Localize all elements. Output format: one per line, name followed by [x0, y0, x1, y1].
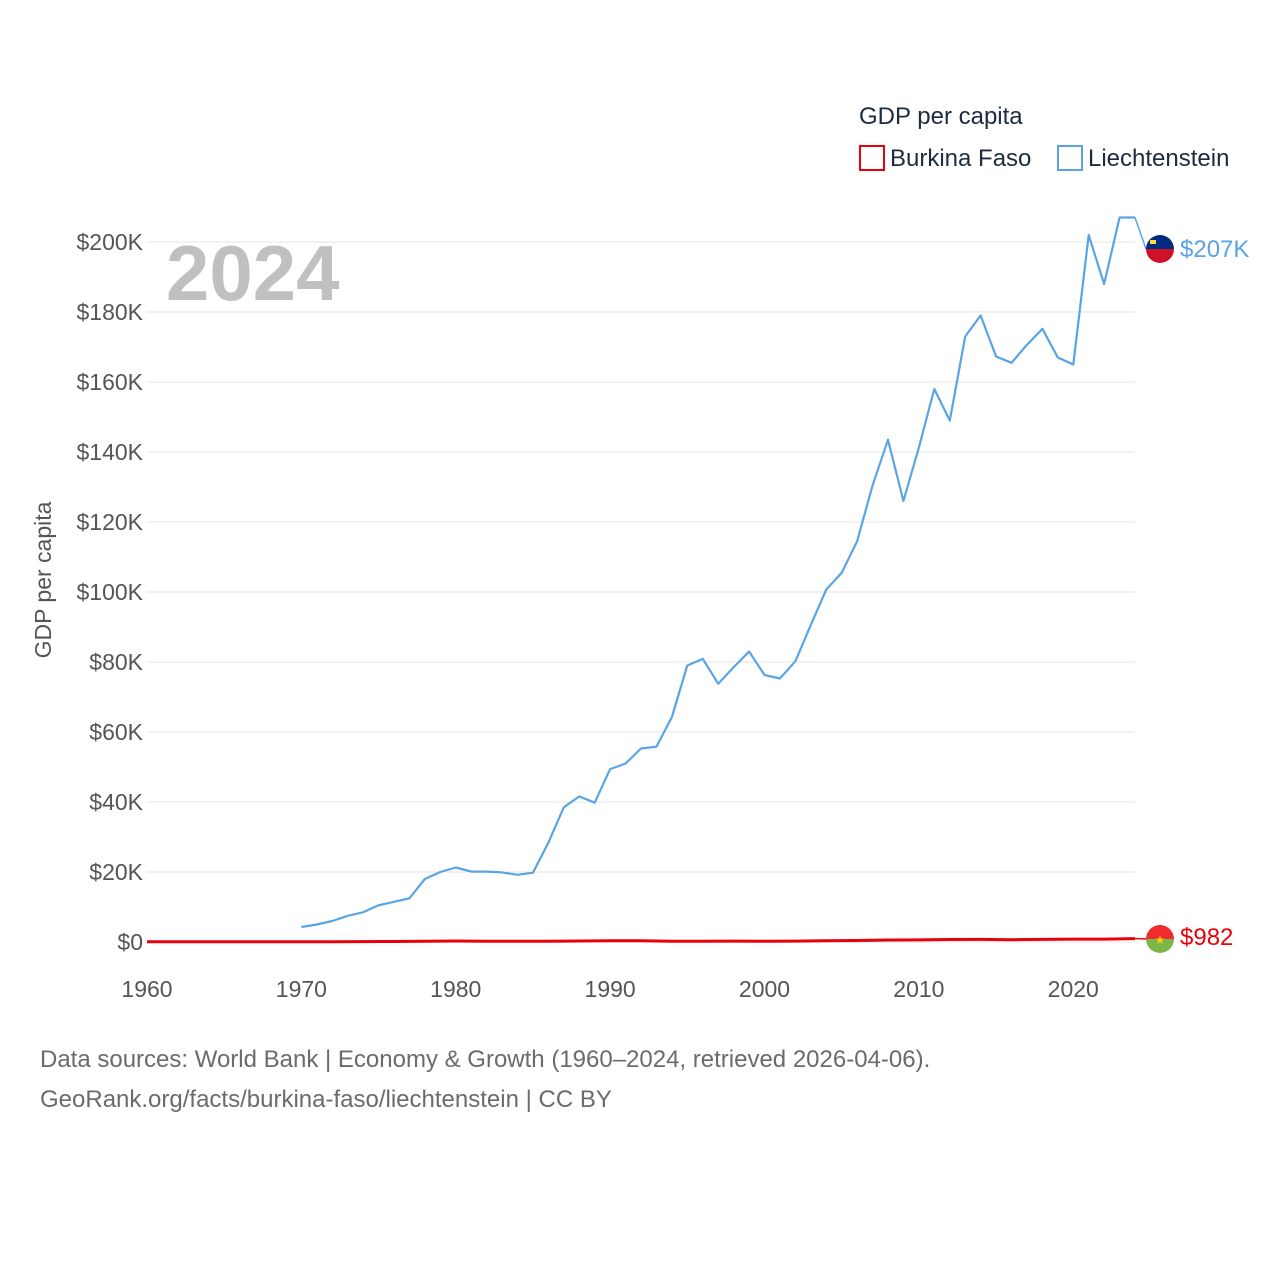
legend-label-burkina-faso[interactable]: Burkina Faso [890, 145, 1031, 172]
y-tick-label: $140K [76, 439, 143, 465]
x-tick-label: 1980 [430, 976, 481, 1002]
y-tick-label: $200K [76, 229, 143, 255]
burkina-faso-end-label: $982 [1180, 924, 1233, 951]
chart-year-title: 2024 [166, 229, 340, 317]
liechtenstein-flag-icon [1146, 235, 1174, 263]
burkina-faso-flag-icon: ★ [1146, 925, 1174, 953]
y-tick-label: $0 [117, 929, 143, 955]
svg-text:★: ★ [1155, 933, 1166, 947]
liechtenstein-end-label: $207K [1180, 236, 1249, 263]
y-tick-label: $80K [89, 649, 143, 675]
legend-swatch-liechtenstein[interactable] [1057, 145, 1083, 171]
y-tick-label: $20K [89, 859, 143, 885]
legend-swatch-burkina-faso[interactable] [859, 145, 885, 171]
end-connector-liechtenstein [1134, 217, 1147, 250]
y-tick-label: $180K [76, 299, 143, 325]
series-line-liechtenstein[interactable] [301, 216, 1135, 929]
legend-title: GDP per capita [859, 103, 1023, 130]
x-tick-label: 1970 [276, 976, 327, 1002]
y-tick-label: $120K [76, 509, 143, 535]
x-tick-label: 1990 [585, 976, 636, 1002]
x-tick-label: 2000 [739, 976, 790, 1002]
legend-label-liechtenstein[interactable]: Liechtenstein [1088, 145, 1229, 172]
data-source-note: Data sources: World Bank | Economy & Gro… [40, 1040, 930, 1120]
y-tick-label: $100K [76, 579, 143, 605]
y-axis-label: GDP per capita [30, 501, 56, 658]
series-lines [147, 216, 1136, 944]
y-tick-label: $40K [89, 789, 143, 815]
x-axis-ticks: 1960 1970 1980 1990 2000 2010 2020 [121, 976, 1098, 1002]
x-tick-label: 2010 [893, 976, 944, 1002]
x-tick-label: 2020 [1048, 976, 1099, 1002]
y-axis-ticks: $0 $20K $40K $60K $80K $100K $120K $140K $160K $1… [76, 229, 143, 955]
y-tick-label: $160K [76, 369, 143, 395]
legend: GDP per capita Burkina Faso Liechtenstei… [859, 103, 1229, 172]
x-tick-label: 1960 [121, 976, 172, 1002]
end-markers [1134, 217, 1147, 940]
series-line-burkina-faso[interactable] [147, 937, 1136, 944]
source-line-2: GeoRank.org/facts/burkina-faso/liechtens… [40, 1086, 612, 1113]
y-tick-label: $60K [89, 719, 143, 745]
grid-lines [147, 241, 1135, 943]
source-line-1: Data sources: World Bank | Economy & Gro… [40, 1046, 931, 1073]
